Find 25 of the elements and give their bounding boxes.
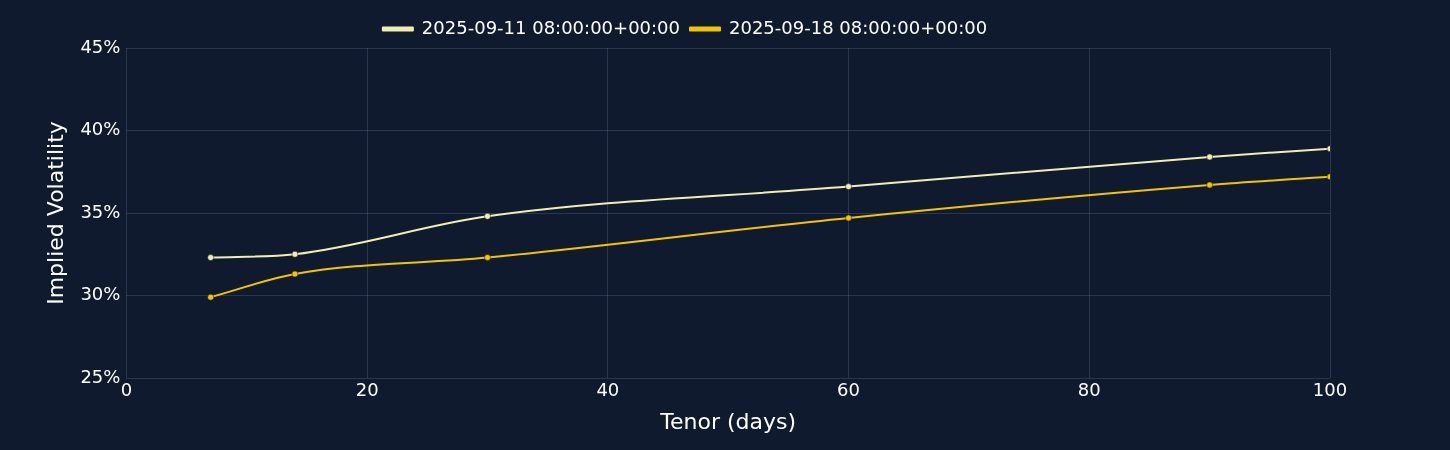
point — [484, 213, 491, 220]
point — [291, 270, 299, 278]
y-tick-label: 25% — [80, 365, 121, 387]
point — [291, 251, 299, 258]
point — [207, 293, 214, 301]
y-axis-title: Implied Volatility — [42, 121, 68, 305]
point — [207, 254, 214, 261]
x-tick-label: 60 — [837, 379, 861, 401]
point — [484, 254, 491, 261]
legend-label: 2025-09-11 08:00:00+00:00 — [421, 16, 681, 38]
x-axis-title: Tenor (days) — [659, 408, 797, 434]
y-tick-label: 30% — [80, 283, 121, 305]
y-tick-label: 35% — [80, 200, 121, 222]
x-tick-label: 40 — [596, 379, 620, 401]
point — [1206, 181, 1213, 189]
point — [1206, 153, 1213, 161]
legend-label: 2025-09-18 08:00:00+00:00 — [729, 16, 988, 38]
point — [845, 183, 852, 190]
y-tick-label: 45% — [80, 35, 121, 57]
x-tick-label: 100 — [1312, 379, 1348, 401]
y-tick-label: 40% — [80, 118, 121, 140]
x-tick-label: 80 — [1077, 379, 1101, 401]
x-tick-label: 20 — [355, 379, 379, 401]
x-tick-label: 0 — [120, 379, 133, 401]
point — [845, 214, 852, 222]
